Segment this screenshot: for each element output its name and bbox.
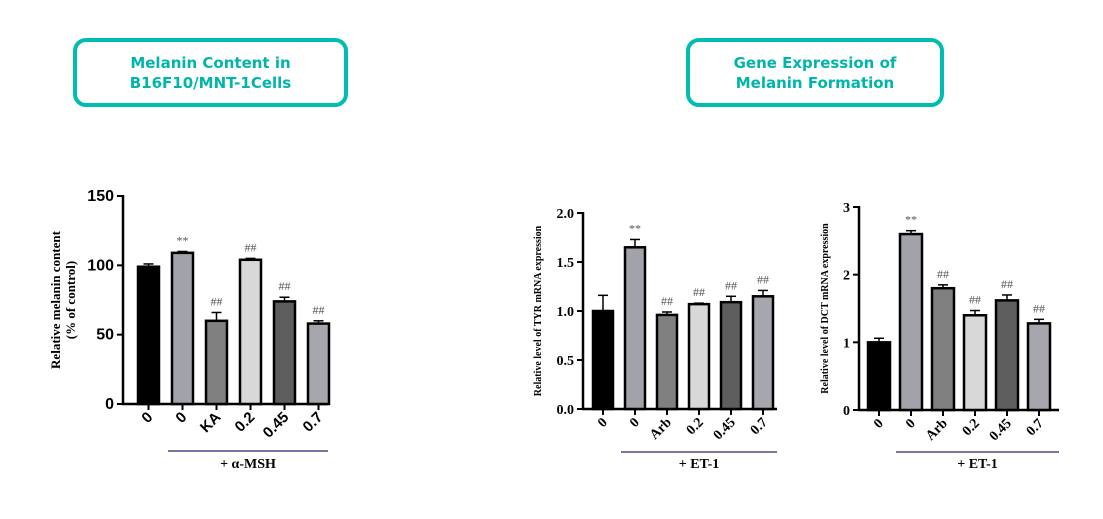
y-axis-label-line: (% of control) [63,261,78,339]
significance-label: ## [693,285,705,299]
y-axis-label-line: Relative level of DCT mRNA expression [820,223,831,394]
significance-label: ## [661,294,673,308]
bar [1026,322,1052,412]
bar [898,232,924,412]
x-tick-label: 0.2 [960,416,983,439]
bar [866,341,892,412]
significance-label: ## [969,293,981,307]
x-tick-label: 0.7 [1024,416,1047,439]
group-label: + α-MSH [220,457,276,472]
x-tick-label: 0.45 [987,416,1015,444]
bar [687,302,711,411]
y-tick-label: 2.0 [557,207,575,222]
y-axis-label: Relative level of DCT mRNA expression [820,223,831,394]
bar-chart-2: 0.0 0.5 1.0 1.5 2.0 Relative level of TYR mRN… [533,207,777,472]
panel-title-melanin: Melanin Content in B16F10/MNT-1Cells [73,38,348,107]
significance-label: ** [177,233,189,247]
y-tick-label: 2 [843,269,850,284]
bar [238,258,263,406]
bar-chart-1: 0 50 100 150 Relative melanin content(% of c… [48,188,331,472]
x-tick-label: 0.2 [684,415,707,438]
panel-title-line: B16F10/MNT-1Cells [129,73,292,92]
bar [591,309,615,411]
x-tick-label: 0.45 [711,415,739,443]
bar-chart-3: 0 1 2 3 Relative level of DCT mRNA expressio… [820,201,1059,472]
bar [962,314,988,412]
x-tick-label: Arb [923,416,951,444]
y-tick-label: 50 [96,327,114,344]
x-tick-label: 0 [903,416,919,432]
bar [623,246,647,411]
y-tick-label: 3 [843,201,850,216]
y-axis-label: Relative melanin content(% of control) [48,230,78,369]
bar [994,299,1020,412]
x-tick-label: 0 [595,415,611,431]
x-tick-label: KA [197,409,224,436]
significance-label: ## [245,240,257,254]
bar [170,251,195,406]
panel-title-gene-expression: Gene Expression of Melanin Formation [686,38,944,107]
bar [655,313,679,411]
y-tick-label: 0 [105,396,114,413]
significance-label: ## [1033,301,1045,315]
y-tick-label: 150 [87,188,114,205]
y-tick-label: 100 [87,257,114,274]
x-tick-label: 0 [627,415,643,431]
significance-label: ## [313,303,325,317]
significance-label: ## [725,278,737,292]
bar [719,300,743,411]
y-axis-label-line: Relative level of TYR mRNA expression [533,225,544,396]
significance-label: ## [211,294,223,308]
significance-label: ## [937,267,949,281]
group-label: + ET-1 [679,457,720,472]
panel-title-line: Melanin Formation [735,73,895,92]
bar [306,322,331,406]
x-tick-label: 0.45 [260,409,293,442]
bar [930,286,956,412]
bar [751,295,775,411]
y-axis-label-line: Relative melanin content [48,230,63,369]
y-tick-label: 1.5 [557,256,575,271]
panel-title-line: Gene Expression of [733,53,897,72]
y-tick-label: 1.0 [557,305,575,320]
bar [136,265,161,406]
y-tick-label: 0.5 [557,354,575,369]
x-tick-label: 0.7 [300,409,327,436]
x-tick-label: 0 [138,409,156,427]
x-tick-label: 0.2 [232,409,259,436]
significance-label: ## [279,279,291,293]
y-tick-label: 0 [843,404,850,419]
significance-label: ## [757,272,769,286]
bar [272,300,297,406]
significance-label: ** [905,213,917,227]
y-tick-label: 0.0 [557,403,575,418]
x-tick-label: 0 [871,416,887,432]
significance-label: ** [629,221,641,235]
bar [204,319,229,406]
x-tick-label: 0 [172,409,190,427]
group-label: + ET-1 [957,457,998,472]
x-tick-label: 0.7 [748,415,771,438]
panel-title-line: Melanin Content in [130,53,291,72]
significance-label: ## [1001,277,1013,291]
y-axis-label: Relative level of TYR mRNA expression [533,225,544,396]
x-tick-label: Arb [647,415,675,443]
y-tick-label: 1 [843,336,850,351]
